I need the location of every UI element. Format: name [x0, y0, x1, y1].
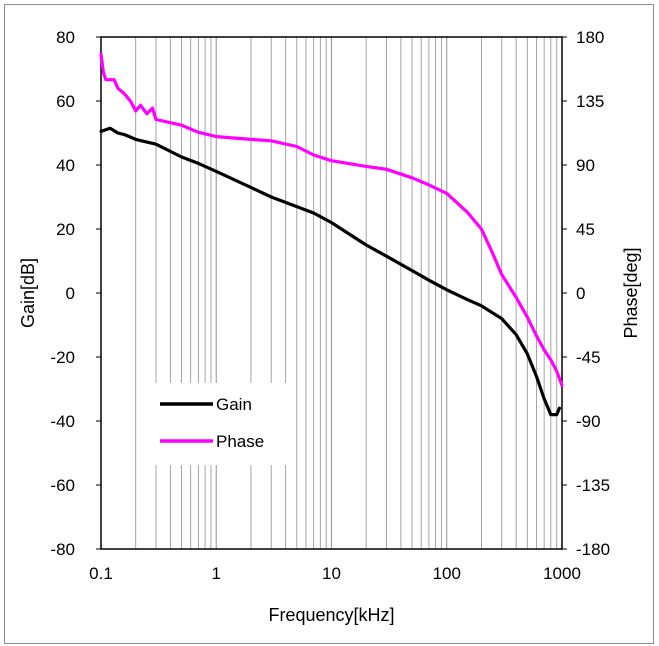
legend-label-gain: Gain	[216, 395, 252, 414]
x-tick-label: 10	[322, 564, 341, 583]
y-tick-label: 60	[56, 92, 75, 111]
x-tick-label: 100	[433, 564, 461, 583]
y-tick-label: 20	[56, 220, 75, 239]
x-axis-title: Frequency[kHz]	[268, 605, 394, 625]
legend-label-phase: Phase	[216, 432, 264, 451]
y-tick-label: -20	[50, 348, 75, 367]
y2-tick-label: -45	[576, 348, 601, 367]
x-tick-label: 0.1	[89, 564, 113, 583]
y2-tick-label: -180	[576, 540, 610, 559]
series-line-gain	[99, 126, 562, 417]
y2-tick-label: -90	[576, 412, 601, 431]
left-axis-ticks: 80 60 40 20 0 -20 -40 -60 -80	[50, 28, 101, 559]
y2-tick-label: 90	[576, 156, 595, 175]
x-tick-label: 1	[212, 564, 221, 583]
y2-tick-label: 45	[576, 220, 595, 239]
x-tick-label: 1000	[543, 564, 581, 583]
chart-frame	[4, 4, 654, 644]
y2-tick-label: 180	[576, 28, 604, 47]
y-tick-label: -60	[50, 476, 75, 495]
right-axis-ticks: 180 135 90 45 0 -45 -90 -135 -180	[562, 28, 610, 559]
y2-tick-label: 135	[576, 92, 604, 111]
x-axis-ticks: 0.1 1 10 100 1000	[89, 564, 581, 583]
y-tick-label: 40	[56, 156, 75, 175]
y-tick-label: 80	[56, 28, 75, 47]
y2-tick-label: -135	[576, 476, 610, 495]
y-tick-label: 0	[66, 284, 75, 303]
series-lines	[99, 52, 564, 417]
legend: Gain Phase	[150, 383, 290, 465]
legend-background	[150, 383, 290, 465]
y2-tick-label: 0	[576, 284, 585, 303]
y2-axis-title: Phase[deg]	[621, 247, 641, 338]
series-line-phase	[99, 52, 564, 387]
y-axis-title: Gain[dB]	[18, 258, 38, 328]
y-tick-label: -80	[50, 540, 75, 559]
grid-lines	[135, 37, 558, 549]
y-tick-label: -40	[50, 412, 75, 431]
